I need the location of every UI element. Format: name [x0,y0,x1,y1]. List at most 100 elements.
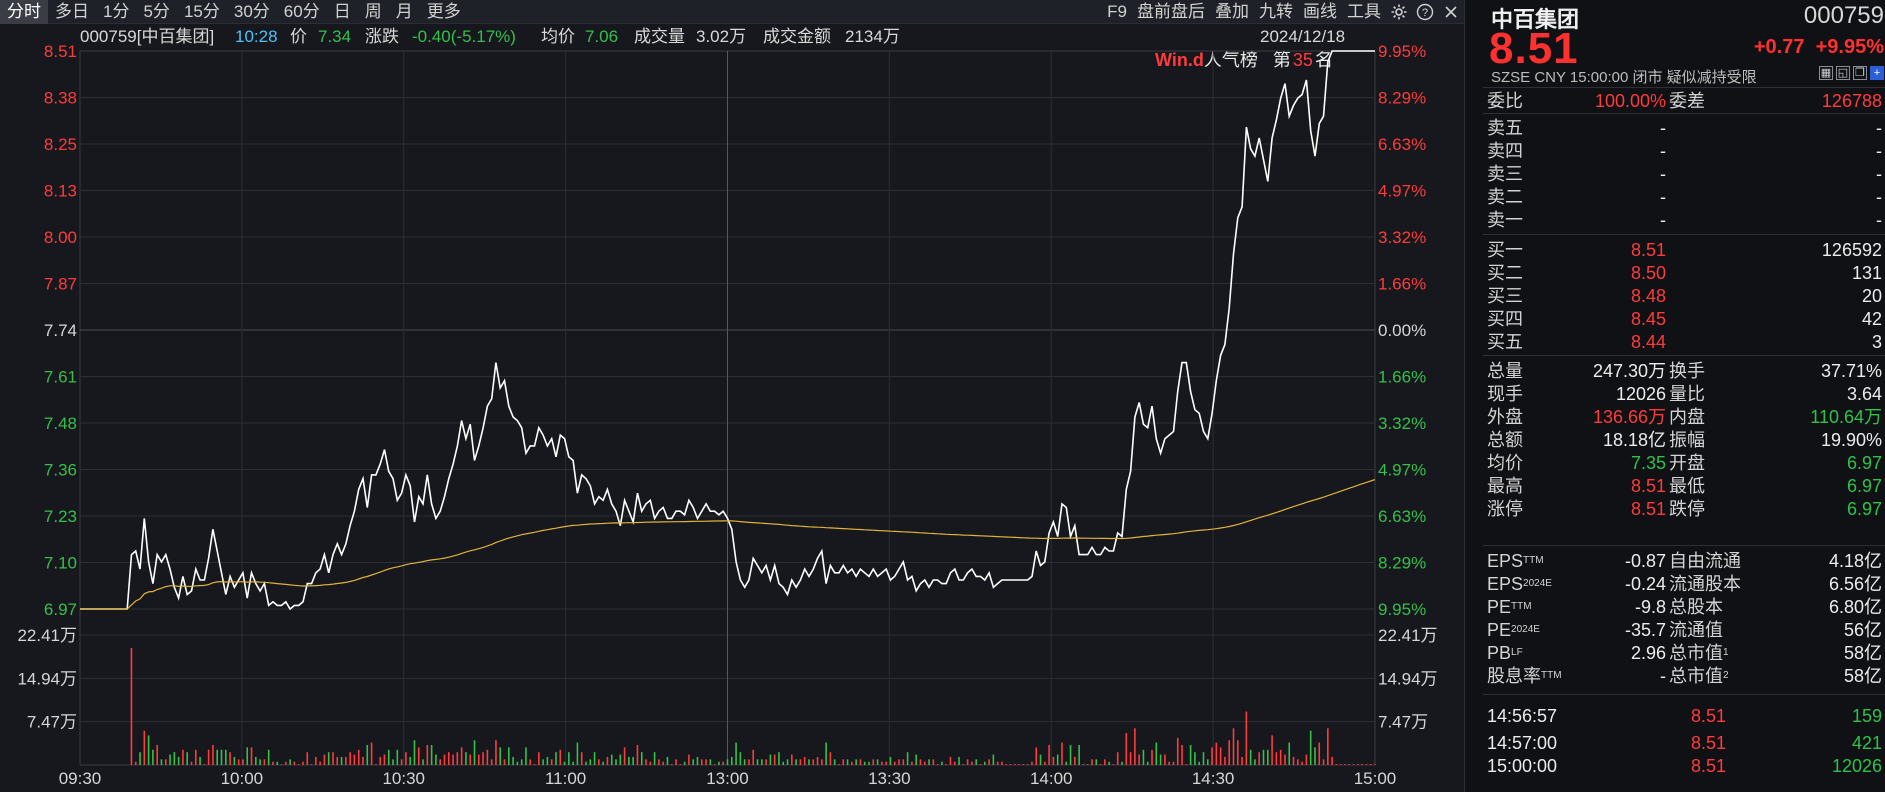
volume-bar [992,754,995,765]
ask-row: 卖四 - - [1483,139,1885,163]
volume-bar [812,759,815,765]
volume-bar [782,761,785,765]
info-avg-label: 均价 [541,27,575,46]
volume-bar [915,754,917,765]
time-tick-label: 10:00 [221,769,264,788]
premarket-button[interactable]: 盘前盘后 [1137,2,1205,21]
volume-bar [1151,749,1153,765]
panel-divider [1483,87,1885,88]
volume-bar [293,761,296,765]
period-tab-8[interactable]: 周 [364,2,382,21]
price-tick-label: 7.87 [44,275,77,294]
info-change-label: 涨跌 [365,27,399,46]
volume-bar [851,761,853,765]
volume-bar [1309,730,1312,765]
volume-bar [803,756,806,765]
volume-bar [739,752,742,765]
volume-bar [846,759,849,765]
volume-bar [160,759,163,765]
fundamental-label-sup: 2024E [1511,624,1540,635]
pct-tick-label: 4.97% [1378,461,1426,480]
panel-divider [1483,355,1885,356]
volume-bar [975,759,978,765]
period-tab-0[interactable]: 分时 [0,0,48,24]
period-tab-10[interactable]: 更多 [426,2,461,21]
volume-bar [619,754,622,765]
help-icon[interactable]: ? [1412,0,1438,24]
period-tab-9[interactable]: 月 [395,2,413,21]
volume-bar [233,756,236,765]
overlay-button[interactable]: 叠加 [1215,2,1249,21]
period-tab-5[interactable]: 30分 [233,2,270,21]
volume-bar [1314,747,1316,765]
volume-bar [508,747,510,765]
tools-button[interactable]: 工具 [1347,2,1381,21]
trade-row[interactable]: 15:00:00 8.51 12026 [1483,754,1885,778]
volume-bar [409,756,411,765]
volume-bar [953,761,956,765]
volume-bar [430,744,433,765]
stat-value: 247.30万 [1592,361,1666,381]
time-tick-label: 10:30 [382,769,425,788]
volume-bar [1164,754,1166,765]
volume-bar [718,761,720,765]
ask-row: 卖二 - - [1483,185,1885,209]
intraday-chart[interactable]: 8.51 9.95% 8.38 8.29% 8.25 6.63% 8.13 4.97% 8.00… [0,0,1464,792]
info-date: 2024/12/18 [1260,27,1346,46]
volume-bar [477,754,480,765]
volume-bar [435,754,437,765]
volume-bar [370,742,373,765]
bid-row: 买三 8.48 20 [1483,284,1885,308]
volume-bar [855,759,857,765]
volume-bar [1327,728,1329,765]
volume-bar [825,742,827,765]
period-tab-4[interactable]: 15分 [183,2,220,21]
toolbar-right: F9 盘前盘后 叠加 九转 画线 工具 ? [1102,0,1464,24]
volume-bar [769,754,772,765]
ask-label: 卖三 [1487,164,1523,184]
panel-divider [1483,234,1885,235]
volume-bar [147,735,150,765]
volume-bar [199,756,201,765]
volume-bar [1297,759,1299,765]
settings-gear-icon[interactable] [1386,0,1412,24]
volume-bar [310,764,313,765]
volume-bar [216,749,219,765]
trade-row[interactable]: 14:57:00 8.51 421 [1483,731,1885,755]
volume-bar [469,754,472,765]
volume-bar [688,754,690,765]
volume-bar [1091,759,1093,765]
volume-bar [1369,764,1372,765]
chart-area[interactable]: 分时 多日 1分 5分 15分 30分 60分日周月更多 F9 盘前盘后 叠加 九转 画线 … [0,0,1464,792]
volume-bar [400,759,403,765]
period-tab-2[interactable]: 1分 [103,2,130,21]
volume-bar [936,764,939,765]
window-icon[interactable]: ◱ [1836,66,1850,80]
market-meta: SZSE CNY 15:00:00 闭市 疑似减持受限 [1491,69,1757,86]
trade-row[interactable]: 14:56:57 8.51 159 [1483,704,1885,728]
period-tab-3[interactable]: 5分 [143,2,170,21]
nine-turn-button[interactable]: 九转 [1259,2,1293,21]
period-tab-6[interactable]: 60分 [283,2,320,21]
bid-row: 买四 8.45 42 [1483,307,1885,331]
trade-time: 15:00:00 [1487,756,1558,776]
stat-label: 均价 [1487,453,1523,473]
price-tick-label: 8.13 [44,182,77,201]
popularity-rank[interactable]: Win.d人气榜 第 35 名 [1155,48,1333,72]
price-line [80,50,1375,611]
volume-bar [413,740,416,765]
period-tab-1[interactable]: 多日 [55,2,89,21]
weibi-row: 委比 100.00% 委差 126788 [1483,89,1885,113]
pct-tick-label: 0.00% [1378,321,1426,340]
copy-icon[interactable]: ❐ [1853,66,1867,80]
info-amount: 2134万 [845,27,900,46]
fundamental-label-text: 股息率 [1487,666,1541,686]
f9-button[interactable]: F9 [1107,2,1127,21]
add-icon[interactable]: + [1870,66,1884,80]
grid-icon[interactable]: ▦ [1819,66,1833,80]
volume-bar [833,759,836,765]
period-tab-7[interactable]: 日 [333,2,351,21]
close-icon[interactable] [1438,0,1464,24]
volume-bar [906,752,909,765]
draw-line-button[interactable]: 画线 [1303,2,1337,21]
